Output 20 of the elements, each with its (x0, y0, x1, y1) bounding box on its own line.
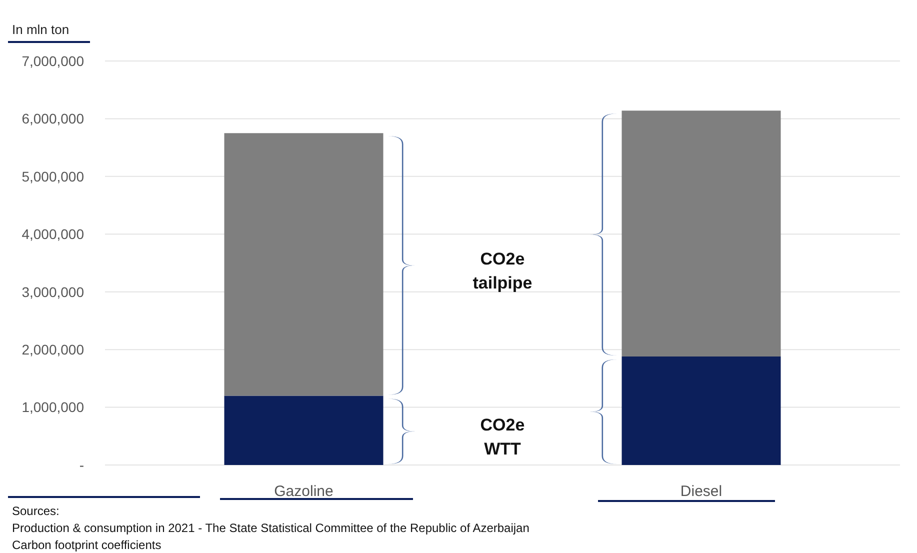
y-axis-title: In mln ton (12, 22, 70, 37)
y-tick-label: 7,000,000 (22, 52, 84, 69)
x-tick-label: Diesel (680, 483, 722, 500)
bar (622, 110, 781, 356)
x-tick-label: Gazoline (274, 483, 334, 500)
bar (224, 396, 384, 465)
y-tick-label: 5,000,000 (22, 168, 84, 184)
y-tick-label: 1,000,000 (22, 399, 84, 416)
bar (622, 356, 781, 465)
y-tick-label: 2,000,000 (22, 341, 84, 358)
text: Production & consumption in 2021 - The State Statistical Committee of the Republic of Azerbaijan (12, 521, 530, 535)
y-tick-label: 6,000,000 (22, 110, 84, 127)
annotation: CO2e tailpipe (472, 249, 532, 292)
source-note: Sources: (12, 504, 60, 518)
bar (224, 133, 384, 396)
text: Carbon footprint coefficients (12, 538, 162, 552)
annotation: CO2e WTT (480, 415, 525, 458)
y-tick-label: 3,000,000 (22, 284, 84, 300)
y-tick-label: 4,000,000 (22, 226, 84, 242)
y-tick-label: - (79, 456, 84, 473)
